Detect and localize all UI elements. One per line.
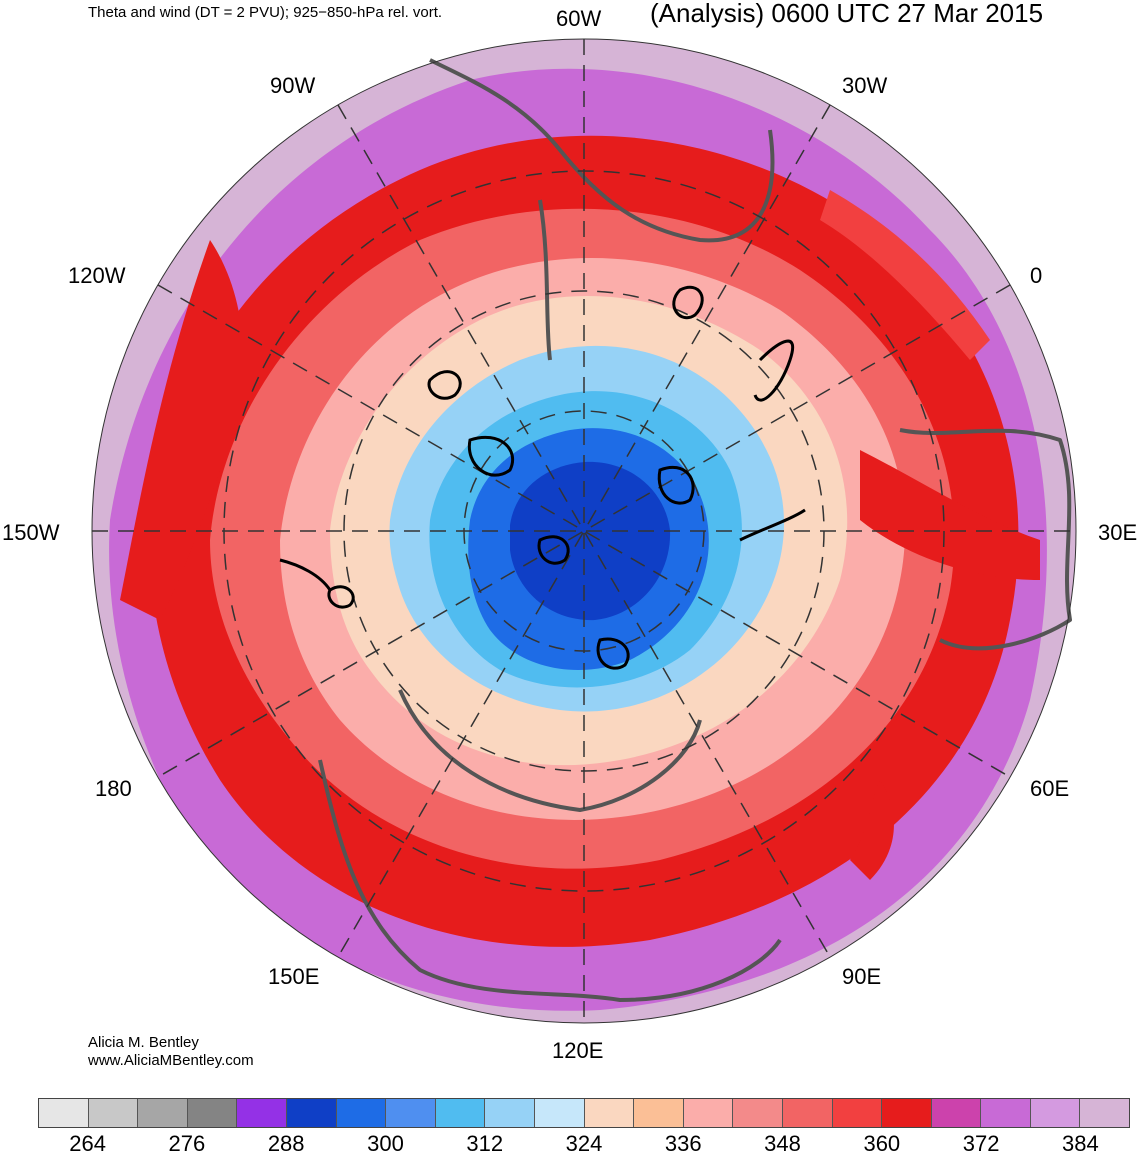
colorbar-tick-label: 300 bbox=[367, 1131, 404, 1156]
theta-field bbox=[92, 39, 1076, 1023]
colorbar-swatch bbox=[336, 1098, 387, 1128]
colorbar-tick-label: 276 bbox=[168, 1131, 206, 1156]
label-90e: 90E bbox=[842, 964, 882, 989]
label-150w: 150W bbox=[2, 520, 60, 545]
colorbar-tick-label: 312 bbox=[466, 1131, 504, 1156]
colorbar-swatch bbox=[485, 1098, 535, 1128]
header-right-title: (Analysis) 0600 UTC 27 Mar 2015 bbox=[650, 0, 1044, 28]
colorbar-swatch bbox=[782, 1098, 833, 1128]
coastlines bbox=[318, 58, 1072, 1002]
label-30e: 30E bbox=[1098, 520, 1138, 545]
label-90w: 90W bbox=[270, 73, 316, 98]
colorbar-swatch bbox=[1080, 1098, 1131, 1128]
colorbar-swatch bbox=[634, 1098, 684, 1128]
colorbar-swatch bbox=[1030, 1098, 1081, 1128]
colorbar-tick-label: 348 bbox=[764, 1131, 801, 1156]
graticule bbox=[92, 39, 1076, 1023]
colorbar-tick-label: 324 bbox=[565, 1131, 603, 1156]
colorbar-tick-label: 264 bbox=[69, 1131, 106, 1156]
colorbar-swatch bbox=[237, 1098, 287, 1128]
colorbar-swatch bbox=[88, 1098, 139, 1128]
polar-map bbox=[91, 38, 1077, 1024]
colorbar-swatch bbox=[138, 1098, 188, 1128]
label-120e: 120E bbox=[552, 1038, 604, 1063]
colorbar-swatch bbox=[733, 1098, 783, 1128]
colorbar-swatch bbox=[882, 1098, 932, 1128]
colorbar-swatch bbox=[832, 1098, 883, 1128]
label-0: 0 bbox=[1030, 263, 1043, 288]
colorbar-swatch bbox=[38, 1098, 89, 1128]
colorbar-swatch bbox=[435, 1098, 486, 1128]
label-150e: 150E bbox=[268, 964, 320, 989]
colorbar-swatch bbox=[683, 1098, 734, 1128]
credit: Alicia M. Bentley www.AliciaMBentley.com bbox=[88, 1034, 254, 1070]
credit-name: Alicia M. Bentley bbox=[88, 1034, 199, 1051]
colorbar-swatch bbox=[584, 1098, 635, 1128]
map-boundary bbox=[91, 38, 1077, 1024]
label-60e: 60E bbox=[1030, 776, 1070, 801]
colorbar-swatch bbox=[187, 1098, 238, 1128]
label-180: 180 bbox=[95, 776, 132, 801]
vorticity-contours bbox=[279, 285, 806, 670]
colorbar-swatch bbox=[534, 1098, 585, 1128]
colorbar-swatch bbox=[286, 1098, 337, 1128]
colorbar-tick-label: 360 bbox=[863, 1131, 901, 1156]
credit-url: www.AliciaMBentley.com bbox=[88, 1052, 254, 1069]
colorbar-tick-label: 336 bbox=[664, 1131, 702, 1156]
colorbar-tick-label: 384 bbox=[1062, 1131, 1099, 1156]
colorbar-tick-label: 288 bbox=[267, 1131, 305, 1156]
colorbar-swatch bbox=[931, 1098, 982, 1128]
colorbar-swatch bbox=[981, 1098, 1031, 1128]
colorbar-tick-label: 372 bbox=[962, 1131, 1000, 1156]
colorbar bbox=[38, 1098, 1131, 1128]
colorbar-swatch bbox=[386, 1098, 436, 1128]
header-left-title: Theta and wind (DT = 2 PVU); 925−850-hPa… bbox=[88, 4, 443, 21]
label-30w: 30W bbox=[842, 73, 888, 98]
label-120w: 120W bbox=[68, 263, 126, 288]
label-60w: 60W bbox=[556, 6, 602, 31]
